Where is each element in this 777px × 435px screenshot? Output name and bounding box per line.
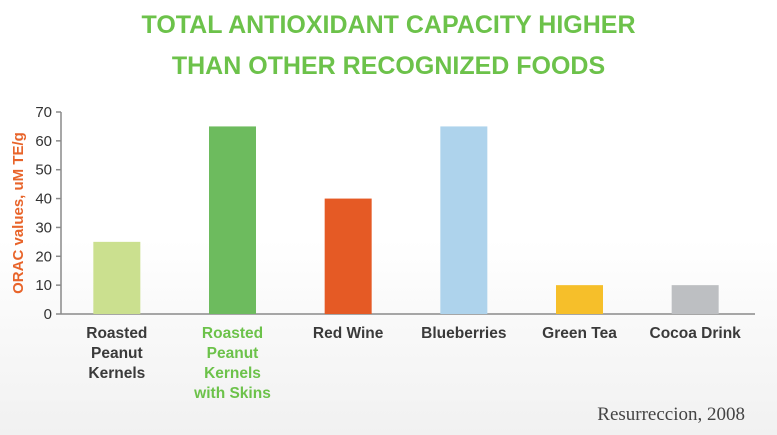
x-category-label-line: Roasted — [201, 325, 264, 342]
x-category-label: Green Tea — [520, 324, 640, 344]
y-tick-label: 60 — [35, 133, 52, 150]
bar — [93, 241, 141, 314]
y-tick-label: 0 — [44, 306, 52, 323]
x-category-label: Roasted Peanut Kernels — [57, 324, 177, 384]
x-category-label: Red Wine — [288, 324, 408, 344]
x-category-label-line: Roasted — [86, 325, 148, 342]
y-axis-ticks: 0 10 20 30 40 50 60 70 — [35, 104, 61, 323]
x-category-label-line: Green Tea — [542, 325, 617, 342]
x-category-label: Blueberries — [404, 324, 524, 344]
source-citation: Resurreccion, 2008 — [597, 404, 745, 425]
bars — [93, 126, 719, 314]
chart-title-line-2: THAN OTHER RECOGNIZED FOODS — [171, 52, 606, 80]
x-category-label-line: Blueberries — [421, 325, 507, 342]
x-category-label-line: Kernels — [88, 365, 146, 382]
x-category-label-line: with Skins — [194, 385, 271, 402]
x-category-label-line: Kernels — [204, 365, 261, 382]
y-tick-label: 30 — [35, 219, 52, 236]
y-tick-label: 10 — [35, 277, 52, 294]
y-tick-label: 70 — [35, 104, 52, 121]
bar — [324, 198, 372, 314]
x-category-label-line: Cocoa Drink — [649, 325, 741, 342]
x-category-label: Roasted Peanut Kernels with Skins — [173, 324, 293, 404]
chart-title-line-1: TOTAL ANTIOXIDANT CAPACITY HIGHER — [141, 11, 636, 39]
x-category-label-line: Red Wine — [312, 325, 384, 342]
x-category-label-line: Peanut — [90, 345, 143, 362]
bar — [209, 126, 256, 314]
y-tick-label: 20 — [35, 248, 52, 265]
x-category-label-line: Peanut — [206, 345, 259, 362]
x-category-label: Cocoa Drink — [635, 324, 755, 344]
y-tick-label: 40 — [35, 191, 52, 208]
bar — [671, 285, 719, 314]
bar — [440, 126, 488, 314]
y-tick-label: 50 — [35, 162, 52, 179]
bar — [556, 285, 603, 314]
